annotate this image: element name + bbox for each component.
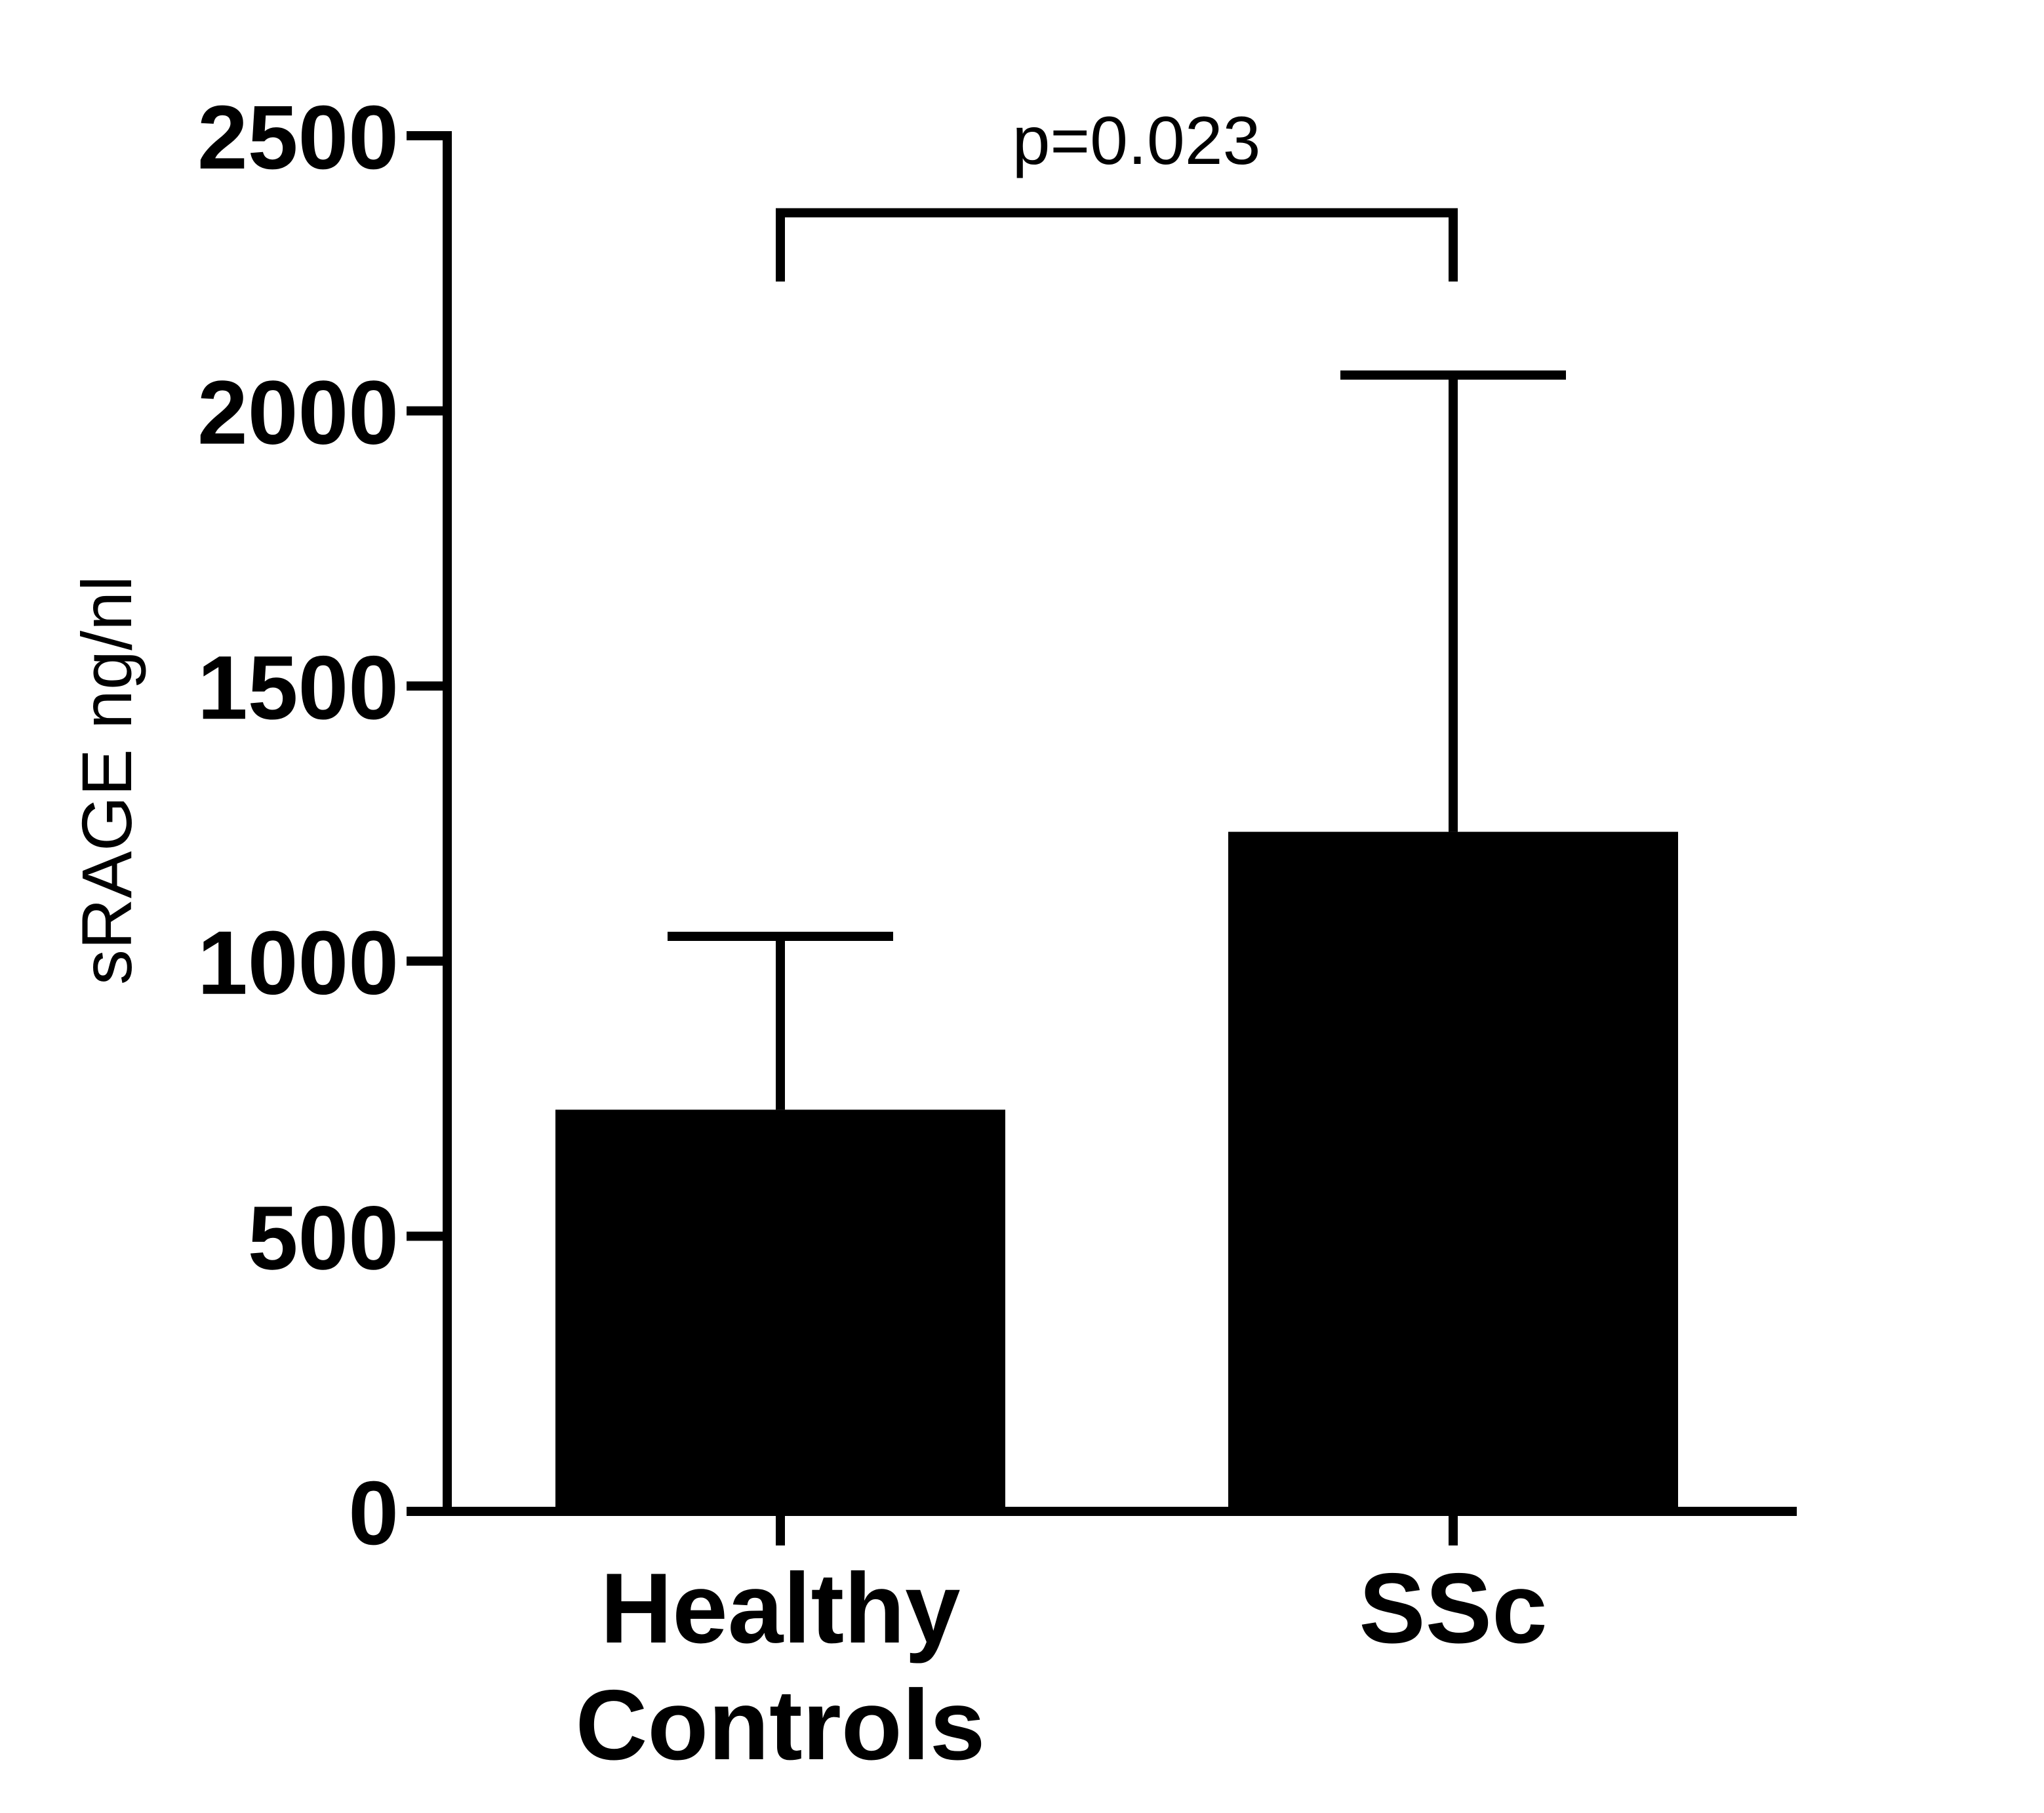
bar-1 bbox=[1228, 831, 1678, 1511]
x-category-label-line: Controls bbox=[576, 1669, 986, 1781]
x-category-label-1: SSc bbox=[1359, 1553, 1547, 1664]
y-tick-label-3: 1500 bbox=[197, 637, 399, 738]
y-tick-label-0: 0 bbox=[348, 1463, 399, 1564]
y-axis-label: sRAGE ng/nl bbox=[67, 576, 146, 985]
bar-0 bbox=[555, 1109, 1005, 1511]
x-category-label-line: Healthy bbox=[600, 1553, 960, 1664]
y-tick-label-1: 500 bbox=[248, 1187, 399, 1288]
y-tick-label-2: 1000 bbox=[197, 913, 399, 1014]
x-category-label-line: SSc bbox=[1359, 1553, 1547, 1664]
x-category-label-0: Healthy Controls bbox=[576, 1553, 986, 1781]
y-tick-label-5: 2500 bbox=[197, 87, 399, 188]
y-tick-label-4: 2000 bbox=[197, 363, 399, 464]
significance-bracket bbox=[776, 208, 1458, 282]
significance-label: p=0.023 bbox=[1012, 103, 1261, 179]
